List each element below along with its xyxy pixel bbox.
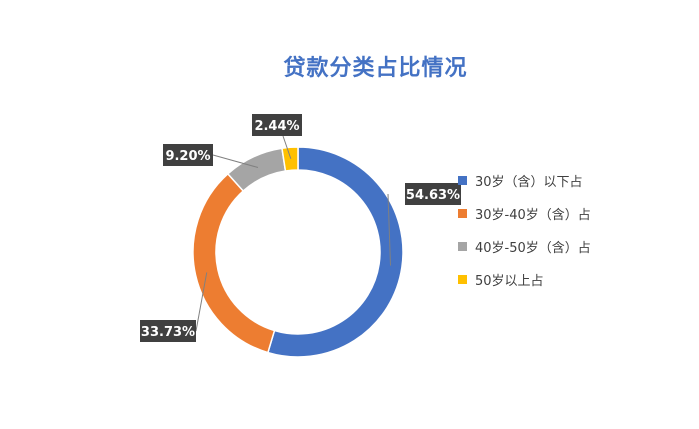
legend-item: 30岁（含）以下占	[458, 164, 591, 197]
legend: 30岁（含）以下占 30岁-40岁（含）占 40岁-50岁（含）占 50岁以上占	[458, 164, 591, 296]
legend-label: 40岁-50岁（含）占	[475, 241, 591, 256]
legend-swatch	[458, 209, 467, 218]
donut-slice	[266, 146, 404, 358]
data-label-box	[163, 144, 213, 166]
legend-swatch	[458, 176, 467, 185]
legend-swatch	[458, 275, 467, 284]
legend-label: 30岁-40岁（含）占	[475, 208, 591, 223]
data-label: 2.44%	[254, 119, 299, 134]
data-label: 33.73%	[141, 325, 195, 340]
data-label: 54.63%	[406, 188, 460, 203]
legend-swatch	[458, 242, 467, 251]
leader-line	[212, 154, 259, 168]
legend-item: 50岁以上占	[458, 263, 591, 296]
donut-slice	[192, 172, 276, 354]
donut-slice	[226, 147, 287, 193]
leader-line	[195, 272, 208, 332]
leader-line	[282, 135, 292, 159]
legend-label: 50岁以上占	[475, 274, 544, 289]
donut-slice	[281, 146, 299, 172]
data-label: 9.20%	[165, 149, 210, 164]
data-label-box	[405, 183, 461, 205]
leader-line	[387, 193, 392, 266]
data-label-box	[140, 320, 196, 342]
legend-item: 30岁-40岁（含）占	[458, 197, 591, 230]
legend-item: 40岁-50岁（含）占	[458, 230, 591, 263]
legend-label: 30岁（含）以下占	[475, 175, 583, 190]
chart-title: 贷款分类占比情况	[283, 56, 468, 81]
data-label-box	[252, 114, 302, 136]
